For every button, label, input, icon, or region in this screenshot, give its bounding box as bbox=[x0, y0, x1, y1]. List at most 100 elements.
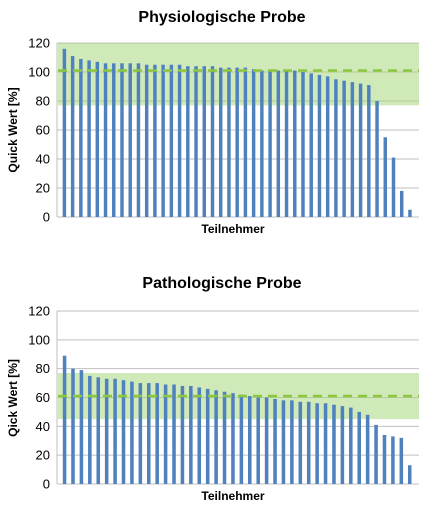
bar bbox=[293, 70, 297, 217]
y-tick-label: 80 bbox=[36, 94, 50, 109]
y-tick-label: 120 bbox=[28, 304, 50, 319]
bar bbox=[214, 390, 218, 484]
bar bbox=[153, 64, 157, 217]
bar bbox=[281, 400, 286, 484]
bar bbox=[342, 80, 346, 217]
bar bbox=[210, 66, 215, 217]
bar bbox=[163, 384, 168, 484]
bar bbox=[87, 60, 91, 218]
y-tick-labels: 0 20 40 60 80 100 120 bbox=[28, 304, 50, 492]
bar bbox=[177, 64, 182, 217]
bar bbox=[136, 63, 141, 217]
chart-pathologische-probe: Pathologische Probe Qick Wert [%] Teilne… bbox=[6, 275, 419, 503]
bar bbox=[323, 403, 328, 484]
bar bbox=[260, 70, 264, 217]
bar bbox=[113, 378, 117, 484]
bar bbox=[332, 404, 336, 484]
bar bbox=[218, 67, 223, 218]
bar bbox=[88, 375, 92, 484]
y-tick-label: 60 bbox=[36, 390, 50, 405]
bar bbox=[95, 61, 100, 217]
bar bbox=[391, 436, 395, 484]
bar bbox=[62, 355, 67, 484]
bar bbox=[298, 401, 303, 484]
bar bbox=[138, 383, 143, 484]
y-tick-label: 80 bbox=[36, 361, 50, 376]
y-tick-labels: 0 20 40 60 80 100 120 bbox=[28, 36, 50, 225]
y-axis-label: Quick Wert [%] bbox=[6, 87, 20, 172]
bar bbox=[374, 424, 378, 484]
bar bbox=[197, 387, 202, 484]
bar bbox=[202, 66, 206, 217]
y-tick-label: 0 bbox=[43, 477, 50, 492]
bar bbox=[306, 401, 311, 484]
bar bbox=[71, 368, 75, 484]
bar bbox=[407, 465, 412, 484]
bar bbox=[264, 397, 269, 484]
bar bbox=[205, 388, 210, 484]
y-tick-label: 60 bbox=[36, 123, 50, 138]
bar bbox=[256, 397, 260, 484]
bar bbox=[194, 66, 198, 217]
bar bbox=[243, 67, 248, 218]
bar bbox=[340, 406, 345, 484]
bar bbox=[358, 83, 363, 217]
bar bbox=[284, 70, 289, 217]
bar bbox=[251, 69, 256, 217]
y-tick-label: 100 bbox=[28, 65, 50, 80]
bar bbox=[382, 434, 387, 484]
y-tick-label: 40 bbox=[36, 419, 50, 434]
bar bbox=[349, 407, 353, 484]
chart-physiologische-probe: Physiologische Probe Quick Wert [%] Teil… bbox=[6, 9, 419, 236]
bar bbox=[309, 73, 313, 217]
bar bbox=[248, 396, 252, 484]
bars bbox=[62, 48, 412, 218]
bar bbox=[96, 377, 101, 484]
bar bbox=[408, 209, 412, 217]
bar bbox=[399, 437, 404, 484]
bar bbox=[239, 394, 244, 484]
bar bbox=[365, 414, 370, 484]
bar bbox=[172, 384, 176, 484]
bar bbox=[375, 101, 379, 217]
y-tick-label: 100 bbox=[28, 332, 50, 347]
bar bbox=[128, 63, 132, 217]
chart-title: Physiologische Probe bbox=[138, 9, 305, 26]
bar bbox=[79, 58, 83, 218]
y-tick-label: 40 bbox=[36, 152, 50, 167]
bar bbox=[103, 63, 108, 217]
bar bbox=[121, 380, 126, 484]
bar bbox=[235, 67, 239, 218]
bars bbox=[62, 355, 412, 484]
bar bbox=[130, 381, 134, 484]
bar bbox=[273, 398, 277, 484]
bar bbox=[189, 385, 193, 484]
bar bbox=[144, 64, 149, 217]
bar bbox=[383, 137, 387, 217]
bar bbox=[222, 391, 227, 484]
bar bbox=[290, 400, 294, 484]
x-axis-label: Teilnehmer bbox=[201, 489, 264, 503]
y-tick-label: 20 bbox=[36, 448, 50, 463]
bar bbox=[62, 48, 67, 217]
bar bbox=[169, 64, 174, 217]
chart-title: Pathologische Probe bbox=[142, 275, 301, 292]
bar bbox=[231, 393, 235, 484]
bar bbox=[350, 82, 355, 218]
bar bbox=[315, 403, 319, 484]
bar bbox=[180, 385, 185, 484]
bar bbox=[317, 74, 322, 218]
bar bbox=[161, 64, 165, 217]
bar bbox=[399, 190, 404, 217]
bar bbox=[357, 411, 361, 484]
bar bbox=[227, 67, 231, 218]
bar bbox=[70, 56, 75, 217]
bar bbox=[268, 70, 272, 217]
bar bbox=[79, 370, 84, 484]
bar bbox=[155, 383, 159, 484]
bar bbox=[104, 378, 109, 484]
y-axis-label: Qick Wert [%] bbox=[6, 359, 20, 437]
bar bbox=[276, 70, 281, 217]
bar bbox=[186, 66, 190, 217]
